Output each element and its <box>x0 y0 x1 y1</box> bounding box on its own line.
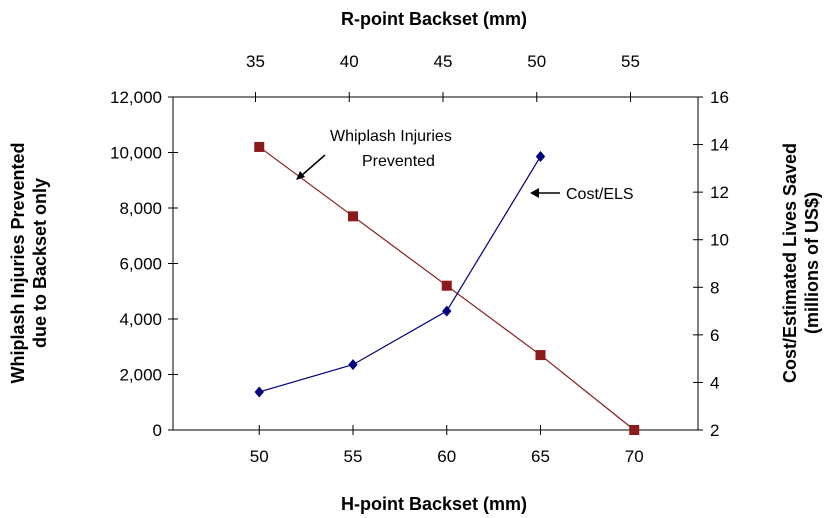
right-axis-tick-label: 2 <box>710 421 719 440</box>
top-axis-tick-label: 50 <box>527 52 546 71</box>
bottom-axis-tick-label: 70 <box>625 447 644 466</box>
left-axis-tick-label: 8,000 <box>119 199 162 218</box>
series-layer <box>254 141 640 435</box>
bottom-axis-tick-label: 50 <box>250 447 269 466</box>
series-0-point <box>535 350 546 361</box>
bottom-axis-tick-label: 65 <box>531 447 550 466</box>
series-0-point <box>348 211 358 222</box>
labels: 0 2,000 4,000 6,000 8,000 10,000 12,000 2 4 6 8 10 1… <box>110 52 729 466</box>
series-1-point <box>442 305 452 317</box>
top-axis-title: R-point Backset (mm) <box>341 9 527 29</box>
bottom-axis-tick-label: 55 <box>344 447 363 466</box>
series-0-point <box>441 280 452 291</box>
series-0-point <box>629 425 640 435</box>
right-axis-title-line2: (millions of US$) <box>802 192 822 334</box>
right-axis-title: Cost/Estimated Lives Saved (millions of … <box>780 143 822 383</box>
top-axis-tick-label: 35 <box>246 52 265 71</box>
left-axis-tick-label: 0 <box>153 421 162 440</box>
series-0-point <box>254 141 265 152</box>
right-axis-tick-label: 8 <box>710 278 719 297</box>
left-axis-tick-label: 12,000 <box>110 88 162 107</box>
series-1-point <box>535 150 546 162</box>
left-axis-title-line2: due to Backset only <box>30 178 50 348</box>
right-axis-title-line1: Cost/Estimated Lives Saved <box>780 143 800 383</box>
right-axis-tick-label: 4 <box>710 373 719 392</box>
annotation-whiplash-line2: Prevented <box>362 153 435 170</box>
right-axis-tick-label: 10 <box>710 231 729 250</box>
series-line-1 <box>259 156 542 393</box>
left-axis-tick-label: 6,000 <box>119 255 162 274</box>
axes <box>168 92 703 435</box>
top-axis-tick-label: 55 <box>621 52 640 71</box>
top-axis-tick-label: 40 <box>340 52 359 71</box>
left-axis-tick-label: 10,000 <box>110 144 162 163</box>
series-1-point <box>348 359 358 371</box>
annotation-cost-arrow-head <box>530 188 539 198</box>
annotation-whiplash-arrow-head <box>296 171 305 180</box>
bottom-axis-title: H-point Backset (mm) <box>341 494 527 514</box>
left-axis-tick-label: 4,000 <box>119 310 162 329</box>
left-axis-title: Whiplash Injuries Prevented due to Backs… <box>8 142 50 383</box>
right-axis-tick-label: 16 <box>710 88 729 107</box>
annotation-cost-els: Cost/ELS <box>566 186 634 203</box>
left-axis-title-line1: Whiplash Injuries Prevented <box>8 142 28 383</box>
left-axis-tick-label: 2,000 <box>119 366 162 385</box>
right-axis-tick-label: 14 <box>710 136 729 155</box>
bottom-axis-tick-label: 60 <box>437 447 456 466</box>
series-1-point <box>254 386 264 398</box>
annotation-whiplash-line1: Whiplash Injuries <box>330 128 452 145</box>
annotation-whiplash-arrow-shaft <box>300 154 326 177</box>
right-axis-tick-label: 6 <box>710 326 719 345</box>
right-axis-tick-label: 12 <box>710 183 729 202</box>
top-axis-tick-label: 45 <box>434 52 453 71</box>
